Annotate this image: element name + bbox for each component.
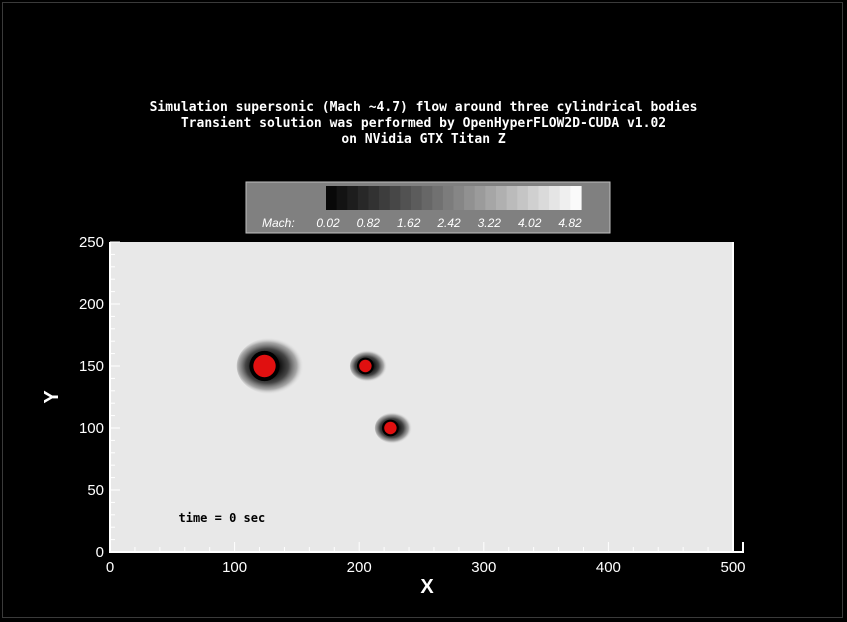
colorbar-swatch [538, 186, 550, 210]
colorbar-swatch [442, 186, 455, 210]
colorbar-tick-label: 0.02 [316, 216, 340, 230]
colorbar-swatch [496, 186, 508, 210]
colorbar-swatch [517, 186, 529, 210]
colorbar-swatch [357, 186, 370, 210]
x-tick-label: 100 [222, 559, 247, 576]
y-axis-label: Y [41, 390, 63, 404]
colorbar-swatch [400, 186, 412, 210]
y-tick-label: 50 [87, 482, 104, 499]
colorbar-swatch [411, 186, 423, 210]
colorbar-swatch [326, 186, 338, 210]
time-annotation: time = 0 sec [179, 511, 266, 525]
y-tick-label: 100 [79, 420, 104, 437]
colorbar-tick-label: 2.42 [436, 216, 461, 230]
x-tick-label: 500 [720, 559, 745, 576]
colorbar-swatch [559, 186, 571, 210]
colorbar-tick-label: 1.62 [397, 216, 421, 230]
colorbar-tick-label: 3.22 [478, 216, 502, 230]
colorbar-swatch [506, 186, 518, 210]
cylinder-body [384, 421, 397, 435]
colorbar-swatch [527, 186, 540, 210]
colorbar-swatch [432, 186, 444, 210]
cylinder-body [359, 359, 372, 373]
axes: 0 100 200 300 400 500 0 50 100 150 200 250 X Y [41, 234, 746, 598]
colorbar-swatch [368, 186, 380, 210]
colorbar-tick-label: 4.02 [518, 216, 542, 230]
colorbar-tick-label: 0.82 [357, 216, 381, 230]
plot-area: time = 0 sec [110, 242, 733, 552]
colorbar-swatch [464, 186, 476, 210]
chart-title-line-2: Transient solution was performed by Open… [180, 116, 667, 131]
colorbar-swatch [485, 186, 497, 210]
colorbar-swatch [421, 186, 433, 210]
x-tick-label: 300 [471, 559, 496, 576]
y-tick-label: 150 [79, 358, 104, 375]
colorbar-swatch [453, 186, 465, 210]
x-tick-label: 400 [596, 559, 621, 576]
colorbar-swatch [379, 186, 391, 210]
colorbar-swatch [549, 186, 561, 210]
colorbar-swatch [389, 186, 401, 210]
colorbar-legend: Mach: 0.02 0.82 1.62 2.42 3.22 4.02 4.82 [245, 181, 611, 234]
x-tick-label: 200 [347, 559, 372, 576]
colorbar-label: Mach: [262, 216, 295, 230]
flow-field-background [110, 242, 733, 552]
colorbar-swatch [570, 186, 582, 210]
y-tick-label: 200 [79, 296, 104, 313]
x-axis-label: X [420, 576, 434, 598]
colorbar-swatch [474, 186, 486, 210]
colorbar-tick-label: 4.82 [558, 216, 582, 230]
chart-title-line-1: Simulation supersonic (Mach ~4.7) flow a… [149, 100, 698, 115]
chart-title-line-3: on NVidia GTX Titan Z [341, 132, 506, 147]
cylinder-body [253, 354, 276, 378]
colorbar-swatch [347, 186, 359, 210]
colorbar-swatch [336, 186, 348, 210]
y-tick-label: 250 [79, 234, 104, 251]
y-tick-label: 0 [96, 544, 104, 561]
x-tick-label: 0 [106, 559, 114, 576]
